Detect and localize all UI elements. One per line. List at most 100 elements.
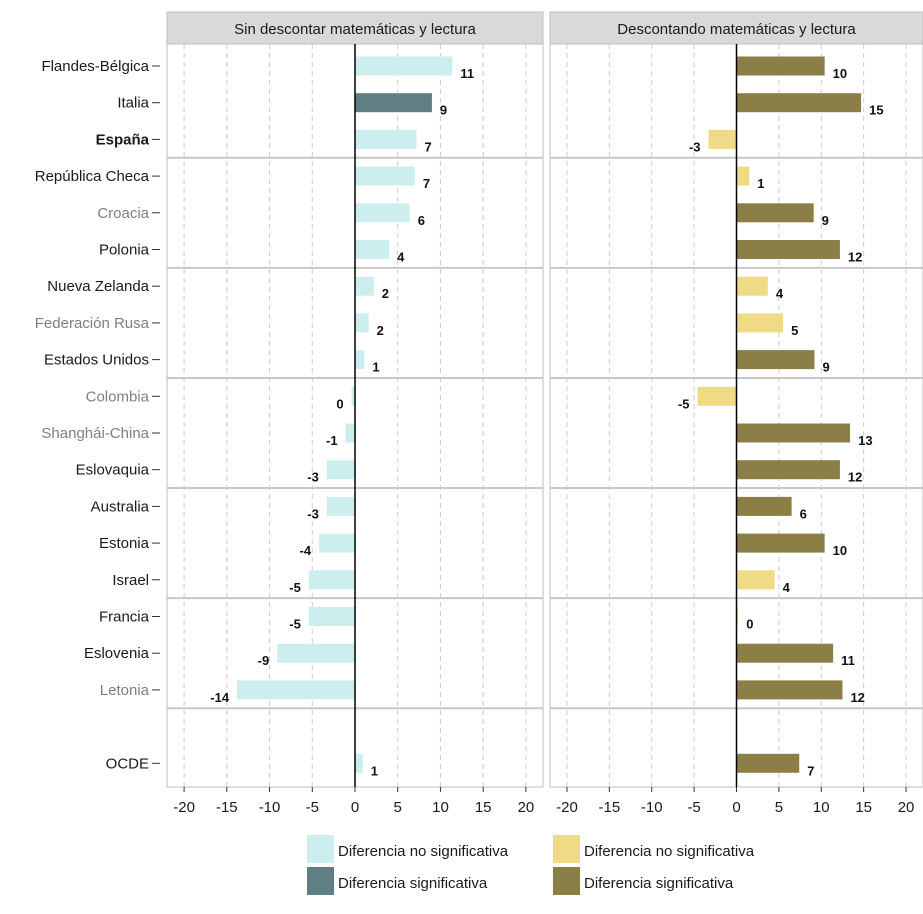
data-label: 13 (858, 433, 872, 448)
country-label: Estados Unidos (44, 352, 149, 369)
bar (736, 93, 862, 113)
bar (237, 680, 355, 700)
bar (345, 423, 355, 443)
bar (355, 166, 415, 186)
panel-title: Descontando matemáticas y lectura (617, 21, 856, 38)
data-label: 4 (776, 286, 784, 301)
country-label: Nueva Zelanda (47, 278, 149, 295)
legend-label: Diferencia significativa (584, 875, 734, 892)
data-label: 2 (377, 323, 384, 338)
chart-panels: Sin descontar matemáticas y lectura11977… (166, 11, 923, 816)
panel-strip (549, 11, 923, 45)
data-label: -3 (307, 506, 319, 521)
x-tick-label: 5 (394, 799, 402, 816)
bar (736, 276, 768, 296)
country-label: Shanghái-China (41, 425, 149, 442)
bar (736, 460, 840, 480)
bar (736, 313, 784, 333)
data-label: 6 (418, 213, 425, 228)
data-label: -5 (289, 617, 301, 632)
country-label: Estonia (99, 535, 150, 552)
bar (736, 533, 825, 553)
bar (355, 313, 369, 333)
country-label: Federación Rusa (35, 315, 150, 332)
data-label: -1 (326, 433, 338, 448)
data-label: 5 (791, 323, 798, 338)
country-label: Flandes-Bélgica (41, 58, 149, 75)
data-label: 1 (371, 763, 378, 778)
bar (736, 570, 775, 590)
bar (736, 753, 800, 773)
country-label: OCDE (106, 755, 149, 772)
bar (308, 570, 355, 590)
country-label: Francia (99, 609, 150, 626)
x-tick-label: -5 (306, 799, 319, 816)
bar (736, 350, 815, 370)
country-label: República Checa (35, 168, 150, 185)
data-label: 10 (833, 66, 847, 81)
legend-swatch (307, 835, 334, 863)
data-label: -5 (289, 580, 301, 595)
x-tick-label: 5 (775, 799, 783, 816)
bar (736, 56, 825, 76)
panel-2: Descontando matemáticas y lectura1015-31… (549, 11, 923, 816)
bar (355, 276, 374, 296)
x-tick-label: -10 (259, 799, 281, 816)
data-label: 15 (869, 103, 883, 118)
x-tick-label: -5 (687, 799, 700, 816)
x-tick-label: 15 (475, 799, 492, 816)
panel-strip (166, 11, 544, 45)
data-label: 7 (807, 763, 814, 778)
data-label: -4 (300, 543, 312, 558)
bar (736, 166, 750, 186)
panel-title: Sin descontar matemáticas y lectura (234, 21, 476, 38)
legend-swatch (307, 867, 334, 895)
data-label: 10 (833, 543, 847, 558)
data-label: 4 (783, 580, 791, 595)
data-label: 4 (397, 250, 405, 265)
bar (308, 607, 355, 626)
x-tick-label: 20 (898, 799, 915, 816)
data-label: 7 (423, 176, 430, 191)
data-label: 1 (757, 176, 764, 191)
data-label: 11 (460, 66, 474, 81)
x-tick-label: 20 (518, 799, 535, 816)
bar (355, 240, 390, 259)
data-label: 9 (822, 360, 829, 375)
country-label: Croacia (97, 205, 149, 222)
data-label: 7 (425, 139, 432, 154)
bar (708, 129, 737, 149)
data-label: 12 (848, 250, 862, 265)
data-label: -3 (307, 470, 319, 485)
legend: Diferencia no significativa Diferencia si… (307, 835, 755, 895)
data-label: -14 (210, 690, 230, 705)
data-label: 12 (848, 470, 862, 485)
bar (355, 203, 410, 223)
x-tick-label: 10 (813, 799, 830, 816)
data-label: 0 (336, 396, 343, 411)
bar (736, 643, 834, 663)
legend-swatch (553, 835, 580, 863)
bar (736, 423, 851, 443)
data-label: 1 (372, 360, 379, 375)
country-label: Australia (91, 498, 150, 515)
data-label: 2 (382, 286, 389, 301)
x-tick-label: -15 (216, 799, 238, 816)
x-tick-label: -10 (641, 799, 663, 816)
bar (326, 460, 355, 480)
data-label: 11 (841, 653, 855, 668)
legend-label: Diferencia significativa (338, 875, 488, 892)
data-label: -3 (689, 139, 701, 154)
country-label: Polonia (99, 242, 150, 259)
legend-label: Diferencia no significativa (338, 843, 509, 860)
bar (736, 607, 739, 626)
country-label: Israel (112, 572, 149, 589)
data-label: 9 (440, 103, 447, 118)
data-label: 9 (822, 213, 829, 228)
x-tick-label: 15 (855, 799, 872, 816)
data-label: -5 (678, 396, 690, 411)
bar (355, 350, 365, 370)
bar (736, 240, 840, 259)
country-label: Eslovenia (84, 645, 150, 662)
